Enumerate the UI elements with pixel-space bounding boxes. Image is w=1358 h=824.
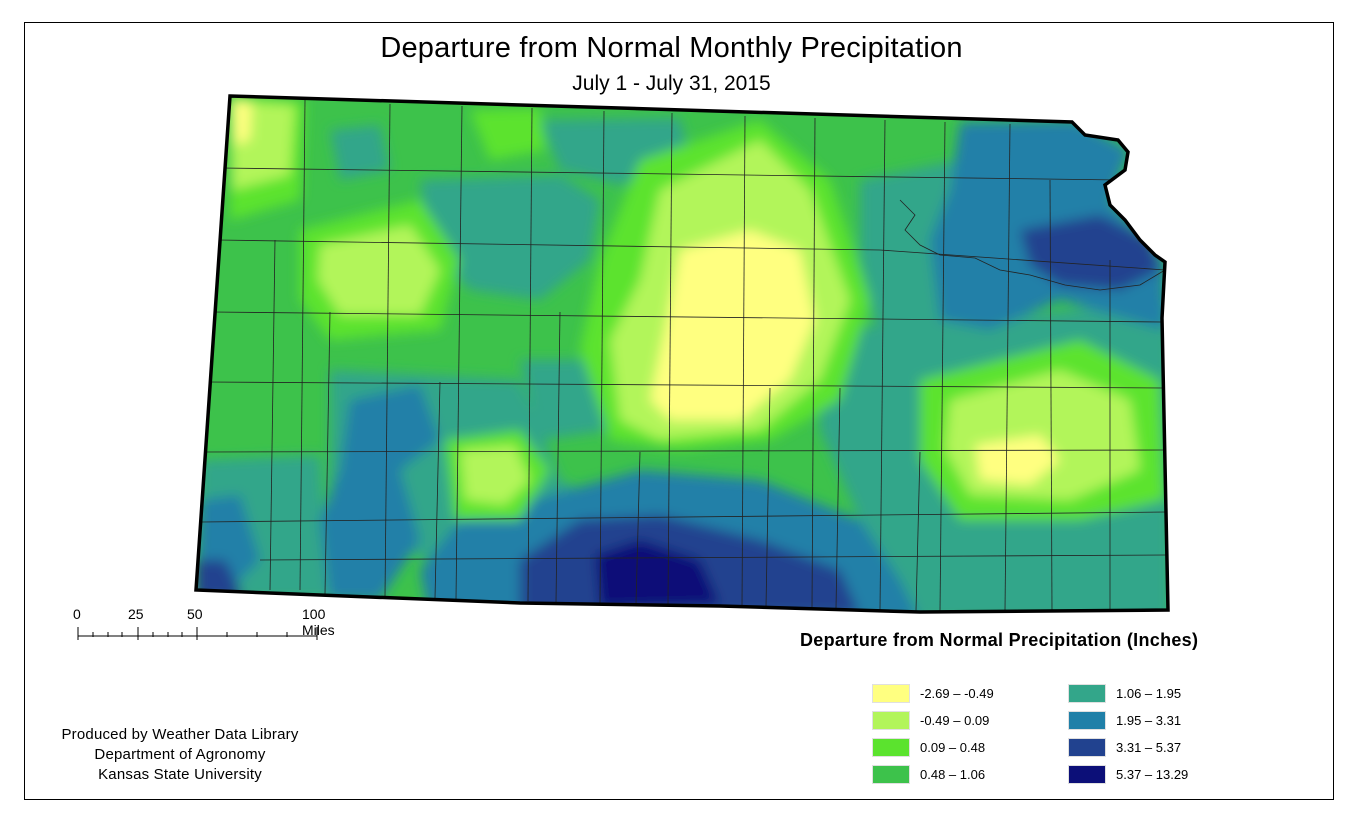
legend-title: Departure from Normal Precipitation (Inc…: [800, 630, 1199, 650]
legend-item: 1.06 – 1.95: [1068, 683, 1181, 703]
zone-106-195: [330, 125, 390, 180]
map-subtitle: July 1 - July 31, 2015: [572, 72, 771, 95]
credit-line: Department of Agronomy: [94, 746, 266, 763]
scale-label-50: 50: [187, 606, 203, 622]
zone-269-049: [975, 435, 1060, 485]
legend-swatch: [872, 737, 910, 757]
legend-label: 5.37 – 13.29: [1116, 766, 1189, 782]
zone-106-195: [520, 360, 610, 440]
legend-swatch: [1068, 683, 1106, 703]
legend-swatch: [1068, 710, 1106, 730]
zone-106-195: [420, 175, 600, 300]
scale-bar: 0 25 50 100 Miles: [60, 600, 350, 650]
legend-label: 1.06 – 1.95: [1116, 685, 1182, 701]
scale-label-100: 100 Miles: [302, 606, 335, 638]
county-boundaries: [201, 99, 1167, 612]
legend-swatch: [872, 683, 910, 703]
state-outline: [194, 94, 1170, 614]
zone-049-009: [318, 225, 440, 315]
legend-item: 5.37 – 13.29: [1068, 764, 1188, 784]
zone-195-331: [320, 385, 440, 600]
zone-009-048: [470, 108, 545, 160]
credits: Produced by Weather Data Library Departm…: [30, 725, 330, 785]
river-boundary: [899, 199, 1166, 291]
legend-swatch: [1068, 737, 1106, 757]
map-title: Departure from Normal Monthly Precipitat…: [380, 32, 963, 64]
precipitation-surface: [196, 96, 1168, 612]
legend-label: 0.48 – 1.06: [920, 766, 986, 782]
legend-item: 0.09 – 0.48: [872, 737, 985, 757]
legend-swatch: [872, 710, 910, 730]
scale-label-25: 25: [128, 606, 144, 622]
legend-swatch: [872, 764, 910, 784]
zone-331-537: [1020, 215, 1160, 290]
zone-049-009: [460, 445, 530, 505]
credit-line: Produced by Weather Data Library: [61, 726, 299, 743]
legend-item: -0.49 – 0.09: [872, 710, 989, 730]
legend-label: -2.69 – -0.49: [920, 685, 994, 701]
legend-item: 3.31 – 5.37: [1068, 737, 1181, 757]
zone-269-049: [650, 230, 815, 420]
legend-swatch: [1068, 764, 1106, 784]
credit-line: Kansas State University: [98, 766, 262, 783]
legend-label: 0.09 – 0.48: [920, 739, 986, 755]
zone-269-049: [232, 100, 252, 145]
zone-537-1329: [595, 540, 720, 608]
map-frame: [24, 22, 1334, 800]
legend-label: 3.31 – 5.37: [1116, 739, 1182, 755]
legend-item: 1.95 – 3.31: [1068, 710, 1181, 730]
legend-label: 1.95 – 3.31: [1116, 712, 1182, 728]
scale-label-0: 0: [73, 606, 81, 622]
legend-label: -0.49 – 0.09: [920, 712, 990, 728]
legend-item: 0.48 – 1.06: [872, 764, 985, 784]
scale-ruler: [77, 627, 318, 640]
legend-item: -2.69 – -0.49: [872, 683, 994, 703]
